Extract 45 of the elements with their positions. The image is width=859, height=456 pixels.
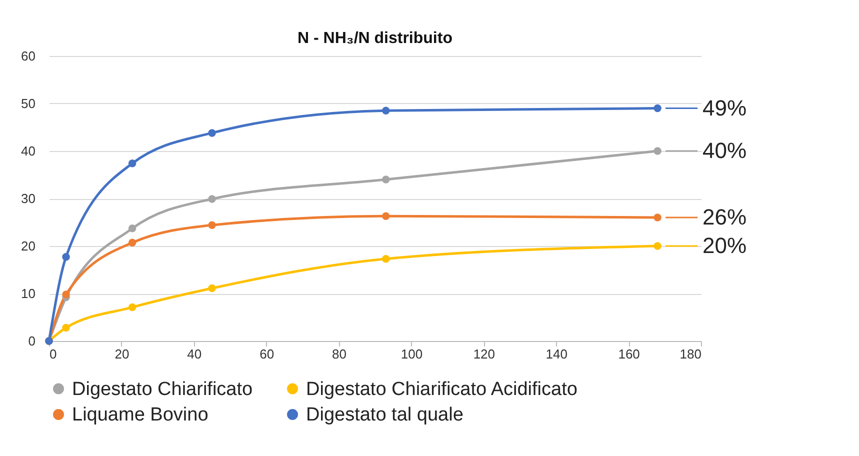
legend-label: Liquame Bovino	[72, 404, 208, 426]
y-tick-label: 30	[21, 191, 36, 206]
x-tick-label: 180	[680, 346, 702, 362]
x-tick-label: 40	[187, 346, 202, 362]
data-label: 49%	[702, 95, 747, 120]
point	[128, 238, 136, 247]
point	[382, 212, 390, 220]
y-tick-label: 40	[21, 144, 36, 158]
x-tick-label: 120	[473, 346, 496, 362]
point	[208, 129, 216, 137]
point	[654, 104, 662, 112]
data-label: 26%	[702, 204, 747, 230]
chart-title: N - NH₃/N distribuito	[298, 30, 453, 47]
data-label: 20%	[702, 233, 747, 258]
legend-label: Digestato tal quale	[306, 404, 464, 426]
x-tick-label: 60	[260, 346, 274, 362]
point	[62, 290, 70, 298]
point	[208, 221, 216, 229]
x-tick-label: 80	[332, 346, 347, 362]
y-tick-label: 50	[21, 96, 36, 111]
point	[62, 253, 70, 261]
point	[382, 106, 390, 114]
data-label: 40%	[702, 138, 747, 163]
legend-label: Digestato Chiarificato	[72, 378, 253, 400]
y-tick-label: 60	[21, 48, 36, 64]
point	[654, 242, 662, 250]
legend-label: Digestato Chiarificato Acidificato	[306, 378, 578, 400]
point	[654, 147, 662, 155]
point	[208, 284, 216, 292]
point	[128, 224, 136, 232]
point	[128, 303, 136, 312]
x-tick-label: 100	[400, 346, 423, 362]
x-tick-label: 160	[618, 346, 640, 362]
y-tick-label: 20	[21, 238, 36, 254]
point	[128, 159, 136, 168]
x-tick-label: 0	[50, 346, 57, 362]
point	[208, 195, 216, 203]
point	[654, 214, 662, 222]
y-tick-label: 0	[28, 334, 36, 348]
x-tick-label: 140	[546, 346, 568, 362]
point	[382, 254, 390, 263]
point	[382, 176, 390, 184]
y-tick-label: 10	[21, 286, 36, 301]
x-tick-label: 20	[114, 346, 130, 362]
point	[62, 324, 70, 332]
